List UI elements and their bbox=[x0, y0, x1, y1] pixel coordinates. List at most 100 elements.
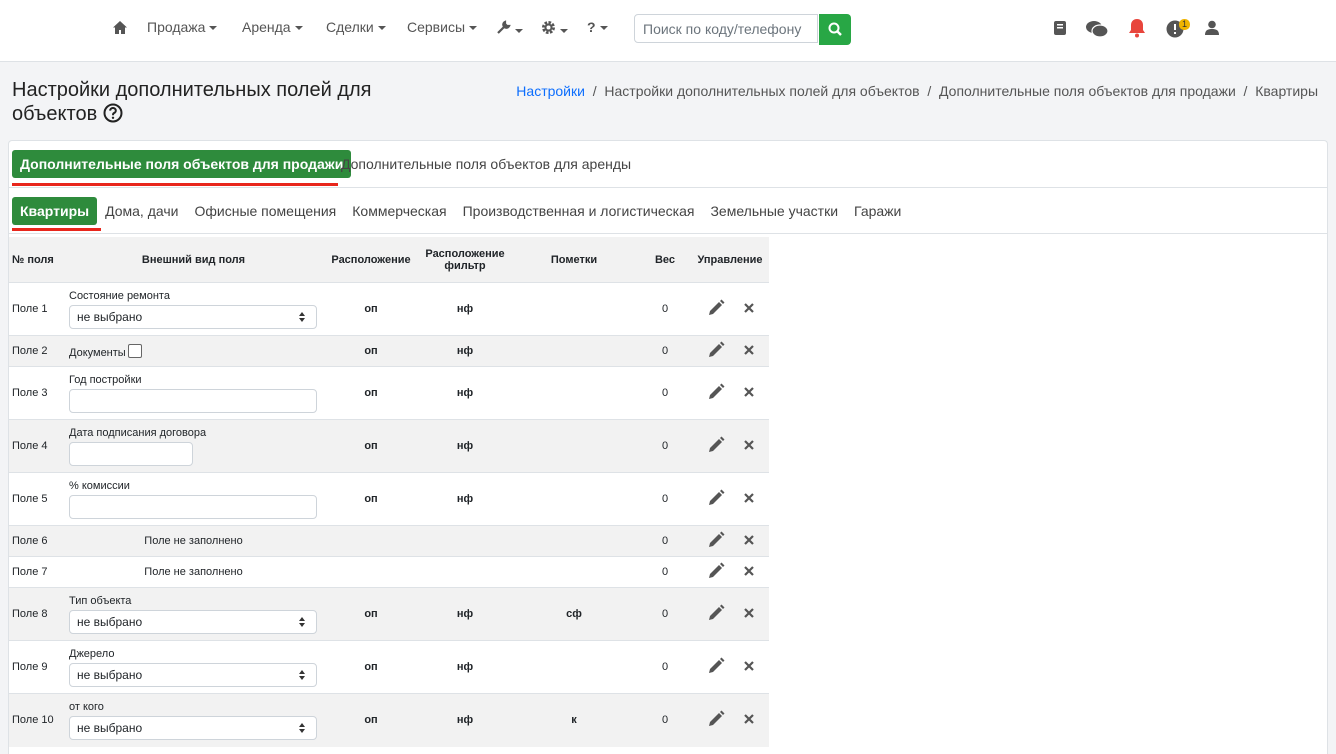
delete-button[interactable] bbox=[744, 660, 754, 674]
column-header: Пометки bbox=[509, 237, 639, 283]
edit-button[interactable] bbox=[706, 382, 726, 405]
actions bbox=[691, 556, 769, 588]
column-header: Расположение фильтр bbox=[421, 237, 509, 283]
field-view: Джерело не выбрано bbox=[66, 640, 321, 694]
actions bbox=[691, 525, 769, 557]
tab[interactable]: Дополнительные поля объектов для аренды bbox=[341, 156, 632, 172]
tools-menu[interactable] bbox=[496, 20, 523, 38]
delete-button[interactable] bbox=[744, 565, 754, 579]
field-marks bbox=[509, 640, 639, 694]
text-input[interactable] bbox=[69, 441, 193, 466]
nav-item[interactable]: Аренда bbox=[242, 19, 303, 35]
field-location-value: оп bbox=[364, 493, 378, 505]
breadcrumb: Дополнительные поля объектов для продажи bbox=[939, 83, 1236, 99]
edit-button[interactable] bbox=[706, 561, 726, 584]
column-header: Внешний вид поля bbox=[66, 237, 321, 283]
edit-button[interactable] bbox=[706, 709, 726, 732]
delete-button[interactable] bbox=[744, 607, 754, 621]
field-location bbox=[321, 556, 421, 588]
actions bbox=[691, 587, 769, 641]
breadcrumb: Квартиры bbox=[1255, 83, 1318, 99]
select[interactable]: не выбрано bbox=[69, 609, 317, 634]
field-location-value: оп bbox=[364, 387, 378, 399]
field-marks bbox=[509, 419, 639, 473]
notification-icon[interactable] bbox=[1128, 18, 1146, 38]
field-filter: нф bbox=[421, 587, 509, 641]
field-weight: 0 bbox=[639, 525, 691, 557]
field-location: оп bbox=[321, 472, 421, 526]
field-weight-value: 0 bbox=[661, 440, 669, 452]
delete-button[interactable] bbox=[744, 344, 754, 358]
field-filter: нф bbox=[421, 335, 509, 367]
field-label: Джерело bbox=[69, 647, 115, 660]
delete-button[interactable] bbox=[744, 386, 754, 400]
field-marks: сф bbox=[509, 587, 639, 641]
actions bbox=[691, 335, 769, 367]
actions bbox=[691, 693, 769, 747]
help-icon[interactable] bbox=[103, 103, 123, 123]
page-title: Настройки дополнительных полей для объек… bbox=[12, 79, 372, 125]
settings-menu[interactable] bbox=[541, 20, 568, 38]
field-location: оп bbox=[321, 640, 421, 694]
text-input[interactable] bbox=[69, 388, 317, 413]
field-filter-value: нф bbox=[456, 608, 474, 620]
search-input[interactable]: Поиск по коду/телефону bbox=[634, 14, 818, 43]
field-filter-value: нф bbox=[456, 714, 474, 727]
delete-button[interactable] bbox=[744, 302, 754, 316]
subtab[interactable]: Офисные помещения bbox=[194, 202, 337, 219]
field-location bbox=[321, 525, 421, 557]
edit-button[interactable] bbox=[706, 603, 726, 626]
book-icon[interactable] bbox=[1053, 20, 1067, 36]
select[interactable]: не выбрано bbox=[69, 662, 317, 687]
field-location-value: оп bbox=[364, 608, 378, 620]
breadcrumb-link[interactable]: Настройки bbox=[516, 83, 585, 99]
delete-button[interactable] bbox=[744, 439, 754, 453]
field-weight-value: 0 bbox=[661, 535, 669, 547]
field-location: оп bbox=[321, 282, 421, 336]
user-icon[interactable] bbox=[1205, 20, 1219, 36]
chat-icon[interactable] bbox=[1085, 19, 1109, 38]
select-value: не выбрано bbox=[77, 667, 143, 682]
table-row: Поле 9 Джерело не выбрано оп нф 0 bbox=[9, 640, 769, 694]
field-filter bbox=[421, 525, 509, 557]
help-menu[interactable]: ? bbox=[587, 19, 608, 35]
table-row: Поле 5% комиссии оп нф 0 bbox=[9, 472, 769, 526]
edit-button[interactable] bbox=[706, 530, 726, 553]
select[interactable]: не выбрано bbox=[69, 304, 317, 329]
field-marks-value: к bbox=[571, 714, 577, 727]
tab-active[interactable]: Дополнительные поля объектов для продажи bbox=[12, 150, 352, 178]
field-id: Поле 9 bbox=[9, 640, 66, 694]
nav-item[interactable]: Продажа bbox=[147, 19, 218, 35]
delete-button[interactable] bbox=[744, 534, 754, 548]
edit-button[interactable] bbox=[706, 298, 726, 321]
checkbox[interactable] bbox=[127, 343, 142, 358]
subtab[interactable]: Земельные участки bbox=[710, 202, 839, 219]
delete-button[interactable] bbox=[744, 492, 754, 506]
edit-button[interactable] bbox=[706, 435, 726, 458]
field-id: Поле 2 bbox=[9, 335, 66, 367]
subtab[interactable]: Дома, дачи bbox=[105, 202, 179, 219]
home-icon[interactable] bbox=[112, 20, 128, 35]
field-location: оп bbox=[321, 587, 421, 641]
field-weight: 0 bbox=[639, 472, 691, 526]
subtab[interactable]: Коммерческая bbox=[352, 202, 447, 219]
table-row: Поле 7 Поле не заполнено 0 bbox=[9, 556, 769, 588]
edit-button[interactable] bbox=[706, 340, 726, 363]
text-input[interactable] bbox=[69, 494, 317, 519]
edit-button[interactable] bbox=[706, 488, 726, 511]
search-button[interactable] bbox=[819, 14, 851, 45]
nav-item[interactable]: Сделки bbox=[326, 19, 386, 35]
field-weight-value: 0 bbox=[661, 387, 669, 399]
field-location: оп bbox=[321, 693, 421, 747]
actions bbox=[691, 366, 769, 420]
field-filter-value: нф bbox=[456, 303, 474, 315]
alert-badge: 1 bbox=[1179, 19, 1191, 30]
subtab[interactable]: Производственная и логистическая bbox=[462, 202, 695, 219]
nav-item[interactable]: Сервисы bbox=[407, 19, 478, 35]
subtab-active[interactable]: Квартиры bbox=[12, 196, 98, 225]
select[interactable]: не выбрано bbox=[69, 715, 317, 740]
delete-button[interactable] bbox=[744, 713, 754, 727]
field-filter bbox=[421, 556, 509, 588]
subtab[interactable]: Гаражи bbox=[854, 202, 902, 219]
edit-button[interactable] bbox=[706, 656, 726, 679]
